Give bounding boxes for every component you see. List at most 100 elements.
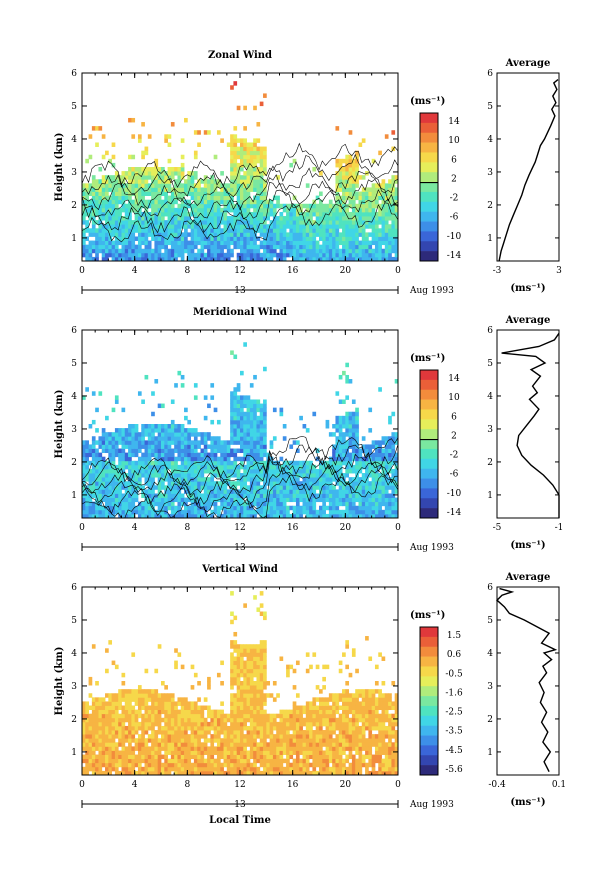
heatmap-cell bbox=[118, 232, 122, 237]
heatmap-cell bbox=[190, 485, 195, 490]
heatmap-cell bbox=[174, 464, 178, 470]
heatmap-cell bbox=[193, 477, 198, 482]
heatmap-cell bbox=[137, 195, 142, 201]
heatmap-cell bbox=[328, 224, 333, 229]
heatmap-cell bbox=[328, 199, 333, 205]
heatmap-cell bbox=[154, 444, 159, 449]
heatmap-cell bbox=[216, 211, 221, 217]
heatmap-cell bbox=[286, 473, 290, 478]
heatmap-cell bbox=[394, 505, 399, 511]
heatmap-cell bbox=[240, 415, 244, 421]
heatmap-cell bbox=[240, 207, 244, 213]
heatmap-cell bbox=[170, 167, 175, 172]
heatmap-cell bbox=[279, 244, 284, 250]
heatmap-cell bbox=[184, 509, 188, 515]
heatmap-cell bbox=[272, 195, 277, 201]
heatmap-cell bbox=[167, 501, 172, 507]
heatmap-cell bbox=[338, 399, 343, 404]
heatmap-cell bbox=[243, 220, 247, 225]
heatmap-cell bbox=[216, 493, 221, 498]
heatmap-cell bbox=[302, 460, 307, 466]
heatmap-cell bbox=[256, 175, 261, 180]
heatmap-cell bbox=[124, 750, 129, 755]
heatmap-cell bbox=[319, 464, 323, 470]
heatmap-cell bbox=[197, 681, 201, 686]
heatmap-cell bbox=[118, 240, 122, 246]
heatmap-cell bbox=[230, 464, 234, 470]
heatmap-cell bbox=[233, 162, 238, 168]
heatmap-cell bbox=[325, 248, 330, 254]
heatmap-cell bbox=[85, 464, 89, 470]
heatmap-cell bbox=[282, 207, 287, 213]
heatmap-cell bbox=[98, 705, 103, 711]
heatmap-cell bbox=[147, 689, 152, 694]
heatmap-cell bbox=[105, 183, 109, 188]
heatmap-cell bbox=[114, 399, 119, 404]
average-y-tick-label: 2 bbox=[487, 201, 493, 211]
heatmap-cell bbox=[167, 171, 172, 176]
heatmap-cell bbox=[361, 464, 366, 470]
heatmap-cell bbox=[170, 477, 175, 482]
heatmap-cell bbox=[315, 256, 320, 262]
heatmap-cell bbox=[253, 150, 257, 156]
heatmap-cell bbox=[157, 742, 162, 747]
heatmap-cell bbox=[249, 501, 254, 507]
heatmap-cell bbox=[240, 216, 244, 221]
heatmap-cell bbox=[240, 224, 244, 229]
heatmap-cell bbox=[187, 464, 192, 470]
heatmap-cell bbox=[272, 464, 277, 470]
heatmap-cell bbox=[177, 742, 182, 747]
heatmap-cell bbox=[177, 228, 182, 233]
heatmap-cell bbox=[246, 460, 251, 466]
heatmap-cell bbox=[82, 448, 86, 454]
heatmap-cell bbox=[193, 750, 198, 755]
heatmap-cell bbox=[114, 493, 119, 498]
heatmap-cell bbox=[233, 211, 238, 217]
heatmap-cell bbox=[342, 415, 346, 421]
heatmap-cell bbox=[207, 485, 211, 490]
heatmap-cell bbox=[220, 236, 224, 241]
heatmap-cell bbox=[82, 211, 86, 217]
heatmap-cell bbox=[259, 240, 264, 246]
heatmap-cell bbox=[200, 460, 205, 466]
heatmap-cell bbox=[243, 175, 247, 180]
heatmap-cell bbox=[193, 383, 198, 388]
heatmap-cell bbox=[187, 477, 192, 482]
heatmap-cell bbox=[98, 436, 103, 441]
heatmap-cell bbox=[157, 456, 162, 462]
heatmap-cell bbox=[91, 211, 96, 217]
heatmap-cell bbox=[157, 750, 162, 755]
heatmap-cell bbox=[233, 154, 238, 160]
heatmap-cell bbox=[137, 477, 142, 482]
heatmap-cell bbox=[141, 179, 145, 184]
heatmap-cell bbox=[295, 220, 300, 225]
heatmap-cell bbox=[187, 179, 192, 184]
heatmap-cell bbox=[91, 175, 96, 180]
heatmap-cell bbox=[365, 191, 369, 197]
heatmap-cell bbox=[345, 220, 350, 225]
heatmap-cell bbox=[95, 738, 99, 743]
heatmap-cell bbox=[295, 497, 300, 503]
heatmap-cell bbox=[263, 407, 267, 413]
heatmap-cell bbox=[309, 216, 313, 221]
heatmap-cell bbox=[345, 456, 350, 462]
heatmap-cell bbox=[144, 464, 149, 470]
heatmap-cell bbox=[361, 436, 366, 441]
heatmap-cell bbox=[157, 248, 162, 254]
heatmap-cell bbox=[144, 211, 149, 217]
heatmap-cell bbox=[180, 203, 185, 209]
heatmap-cell bbox=[355, 171, 359, 176]
heatmap-cell bbox=[351, 428, 356, 433]
heatmap-cell bbox=[269, 236, 274, 241]
heatmap-cell bbox=[319, 505, 323, 511]
heatmap-cell bbox=[200, 468, 205, 474]
heatmap-cell bbox=[295, 468, 300, 474]
heatmap-cell bbox=[111, 175, 116, 180]
heatmap-cell bbox=[128, 734, 132, 739]
heatmap-cell bbox=[85, 497, 89, 503]
heatmap-cell bbox=[91, 256, 96, 262]
heatmap-cell bbox=[266, 228, 271, 233]
heatmap-cell bbox=[233, 452, 238, 458]
heatmap-cell bbox=[161, 167, 165, 172]
heatmap-cell bbox=[197, 750, 201, 755]
